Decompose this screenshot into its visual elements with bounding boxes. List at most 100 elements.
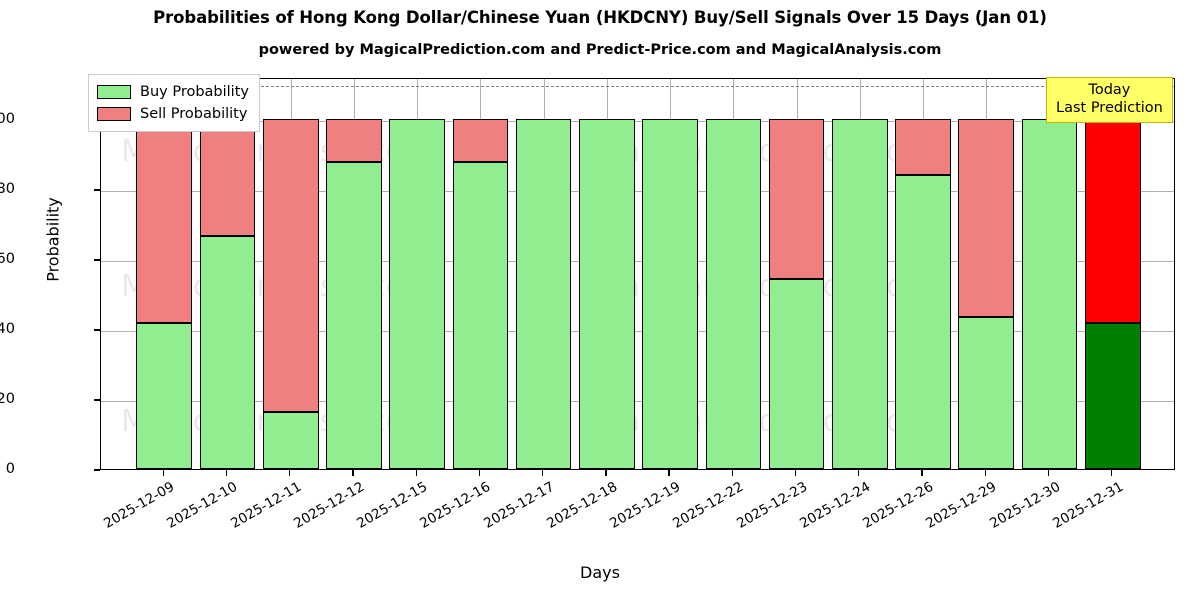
bar-segment-buy <box>262 412 319 469</box>
x-axis-tick <box>1111 470 1113 476</box>
bar-segment-buy <box>768 278 825 469</box>
today-label-line2: Last Prediction <box>1056 100 1163 116</box>
legend-swatch-icon <box>97 85 131 99</box>
y-axis-tick-label: 20 <box>0 391 15 407</box>
x-axis-tick-label: 2025-12-19 <box>607 478 684 532</box>
y-axis-tick <box>94 469 100 471</box>
bar-segment-sell <box>1084 119 1141 324</box>
legend-item-label: Sell Probability <box>140 106 248 122</box>
x-axis-tick-label: 2025-12-10 <box>164 478 241 532</box>
bar-group <box>705 79 762 469</box>
bar-group <box>326 79 382 469</box>
bar-segment-sell <box>326 119 382 162</box>
y-axis-tick <box>94 189 100 191</box>
bar-segment-sell <box>262 119 319 413</box>
bars <box>101 79 1174 469</box>
y-axis-tick-label: 60 <box>0 251 15 267</box>
x-axis-tick-label: 2025-12-29 <box>923 478 1000 532</box>
x-axis-tick <box>984 470 986 476</box>
bar-segment-buy <box>452 161 509 469</box>
bar-group <box>1021 79 1078 469</box>
x-axis-tick-label: 2025-12-17 <box>480 478 557 532</box>
x-axis-tick-label: 2025-12-30 <box>986 478 1063 532</box>
bar-segment-sell <box>768 119 825 279</box>
x-axis-tick-label: 2025-12-09 <box>101 478 178 532</box>
bar-segment-buy <box>199 235 256 469</box>
bar-segment-buy <box>326 161 382 469</box>
y-axis-tick-label: 80 <box>0 181 15 197</box>
x-axis-tick <box>415 470 417 476</box>
chart-subtitle: powered by MagicalPrediction.com and Pre… <box>258 42 942 58</box>
x-axis-tick <box>225 470 228 476</box>
bar-segment-sell <box>895 119 951 175</box>
x-axis-tick <box>352 470 354 476</box>
x-axis-tick-label: 2025-12-15 <box>354 478 431 532</box>
y-axis-tick <box>94 259 100 261</box>
legend-item[interactable]: Buy Probability <box>97 81 249 103</box>
gridline-horizontal <box>101 191 1174 192</box>
bar-segment-buy <box>515 119 572 469</box>
gridline-horizontal <box>101 121 1174 122</box>
bar-segment-sell <box>199 119 256 236</box>
chart-legend: Buy Probability Sell Probability <box>88 74 260 132</box>
x-axis-tick-label: 2025-12-24 <box>796 478 873 532</box>
y-axis-tick <box>94 399 100 401</box>
gridline-horizontal <box>101 401 1174 402</box>
y-axis-tick-label: 100 <box>0 111 15 127</box>
bar-segment-buy <box>705 119 762 469</box>
legend-item-label: Buy Probability <box>140 84 249 100</box>
gridline-horizontal <box>101 261 1174 262</box>
bar-group <box>452 79 509 469</box>
bar-segment-sell <box>958 119 1015 318</box>
x-axis-tick-label: 2025-12-23 <box>733 478 810 532</box>
x-axis-tick-label: 2025-12-31 <box>1049 478 1126 532</box>
x-axis-tick <box>289 470 291 476</box>
x-axis-tick <box>1047 470 1050 476</box>
chart-title: Probabilities of Hong Kong Dollar/Chines… <box>153 8 1047 27</box>
today-label-line1: Today <box>1088 82 1131 98</box>
x-axis-tick-label: 2025-12-26 <box>860 478 937 532</box>
x-axis-label: Days <box>580 563 620 582</box>
x-axis-tick-label: 2025-12-16 <box>417 478 494 532</box>
bar-group <box>958 79 1015 469</box>
bar-segment-buy <box>958 317 1015 469</box>
y-axis-tick <box>94 329 100 331</box>
bar-segment-buy <box>1021 119 1078 469</box>
bar-group <box>642 79 698 469</box>
x-axis-tick <box>921 470 923 476</box>
x-axis-tick-label: 2025-12-22 <box>670 478 747 532</box>
y-axis-tick-label: 0 <box>5 461 15 477</box>
legend-swatch-icon <box>97 107 131 121</box>
x-axis-tick <box>858 470 860 476</box>
x-axis-tick-label: 2025-12-18 <box>544 478 621 532</box>
x-axis-tick-label: 2025-12-12 <box>291 478 368 532</box>
legend-item[interactable]: Sell Probability <box>97 103 249 125</box>
bar-group <box>515 79 572 469</box>
bar-group <box>1084 79 1141 469</box>
bar-group <box>832 79 888 469</box>
bar-group <box>136 79 193 469</box>
bar-group <box>389 79 445 469</box>
bar-segment-buy <box>642 119 698 469</box>
bar-segment-buy <box>832 119 888 469</box>
bar-segment-buy <box>895 175 951 469</box>
bar-segment-sell <box>452 119 509 162</box>
x-axis-tick <box>605 470 607 476</box>
bar-segment-buy <box>579 119 635 469</box>
bar-segment-buy <box>136 323 193 469</box>
bar-group <box>199 79 256 469</box>
x-axis-tick <box>668 470 670 476</box>
bar-group <box>579 79 635 469</box>
gridline-horizontal <box>101 331 1174 332</box>
x-axis-tick <box>731 470 733 476</box>
bar-group <box>768 79 825 469</box>
y-axis-label: Probability <box>43 197 63 282</box>
today-annotation: Today Last Prediction <box>1046 77 1173 123</box>
plot-area: MagicalAnalysis.comMagicalPrediction.com… <box>100 78 1175 470</box>
x-axis-tick <box>541 470 544 476</box>
x-axis-tick <box>794 470 797 476</box>
reference-line <box>101 86 1174 87</box>
x-axis-tick <box>162 470 164 476</box>
x-axis-tick <box>478 470 481 476</box>
bar-group <box>262 79 319 469</box>
